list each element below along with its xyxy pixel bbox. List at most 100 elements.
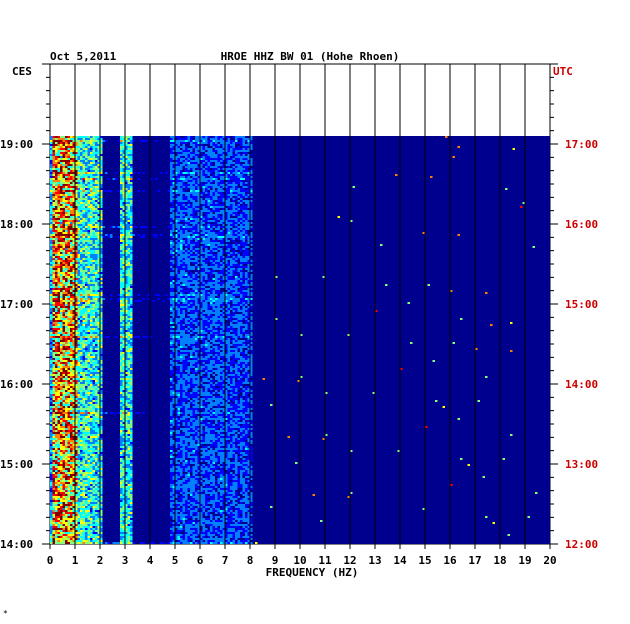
heatmap-cell xyxy=(87,248,90,250)
heatmap-cell xyxy=(230,270,233,272)
heatmap-cell xyxy=(230,214,233,216)
heatmap-cell xyxy=(75,254,78,256)
heatmap-cell xyxy=(100,216,103,218)
heatmap-cell xyxy=(177,196,180,198)
heatmap-cell xyxy=(242,222,245,224)
heatmap-cell xyxy=(170,180,173,182)
heatmap-cell xyxy=(80,142,83,144)
heatmap-cell xyxy=(197,180,200,182)
heatmap-cell xyxy=(182,290,185,292)
heatmap-cell xyxy=(62,148,65,150)
heatmap-cell xyxy=(72,278,75,280)
heatmap-cell xyxy=(120,288,123,290)
heatmap-cell xyxy=(212,308,215,310)
heatmap-cell xyxy=(192,244,195,246)
heatmap-cell xyxy=(190,304,193,306)
heatmap-cell xyxy=(80,214,83,216)
heatmap-cell xyxy=(247,154,250,156)
heatmap-cell xyxy=(55,214,58,216)
heatmap-cell xyxy=(215,140,218,142)
heatmap-cell xyxy=(85,194,88,196)
heatmap-cell xyxy=(225,136,228,138)
heatmap-cell xyxy=(182,208,185,210)
heatmap-cell xyxy=(170,232,173,234)
heatmap-cell xyxy=(180,200,183,202)
heatmap-cell xyxy=(215,274,218,276)
heatmap-cell xyxy=(167,226,170,228)
heatmap-cell xyxy=(192,246,195,248)
heatmap-cell xyxy=(177,168,180,170)
heatmap-cell xyxy=(242,256,245,258)
heatmap-cell xyxy=(182,158,185,160)
heatmap-cell xyxy=(52,308,55,310)
heatmap-cell xyxy=(245,212,248,214)
heatmap-cell xyxy=(225,236,228,238)
heatmap-cell xyxy=(170,202,173,204)
heatmap-cell xyxy=(77,192,80,194)
heatmap-cell xyxy=(215,150,218,152)
heatmap-cell xyxy=(52,254,55,256)
heatmap-cell xyxy=(55,156,58,158)
heatmap-cell xyxy=(197,216,200,218)
heatmap-cell xyxy=(170,178,173,180)
heatmap-cell xyxy=(237,282,240,284)
heatmap-cell xyxy=(55,152,58,154)
heatmap-cell xyxy=(97,250,100,252)
heatmap-cell xyxy=(95,274,98,276)
heatmap-cell xyxy=(80,288,83,290)
heatmap-cell xyxy=(70,146,73,148)
heatmap-cell xyxy=(72,188,75,190)
heatmap-cell xyxy=(97,302,100,304)
heatmap-cell xyxy=(92,300,95,302)
heatmap-cell xyxy=(212,150,215,152)
heatmap-cell xyxy=(177,278,180,280)
heatmap-cell xyxy=(75,164,78,166)
heatmap-cell xyxy=(220,186,223,188)
heatmap-cell xyxy=(182,302,185,304)
heatmap-cell xyxy=(50,270,53,272)
heatmap-cell xyxy=(75,248,78,250)
heatmap-cell xyxy=(95,152,98,154)
heatmap-cell xyxy=(217,308,220,310)
heatmap-cell xyxy=(200,148,203,150)
heatmap-cell xyxy=(85,164,88,166)
heatmap-cell xyxy=(247,278,250,280)
heatmap-cell xyxy=(242,252,245,254)
heatmap-cell xyxy=(247,290,250,292)
heatmap-cell xyxy=(245,168,248,170)
heatmap-cell xyxy=(232,274,235,276)
heatmap-cell xyxy=(205,186,208,188)
heatmap-cell xyxy=(127,174,130,176)
heatmap-cell xyxy=(175,296,178,298)
heatmap-cell xyxy=(95,212,98,214)
heatmap-cell xyxy=(72,298,75,300)
heatmap-cell xyxy=(67,226,70,228)
heatmap-cell xyxy=(185,188,188,190)
heatmap-cell xyxy=(167,190,170,192)
heatmap-cell xyxy=(67,256,70,258)
heatmap-cell xyxy=(75,220,78,222)
heatmap-cell xyxy=(180,146,183,148)
heatmap-cell xyxy=(60,176,63,178)
heatmap-cell xyxy=(130,282,133,284)
heatmap-cell xyxy=(125,242,128,244)
heatmap-cell xyxy=(230,226,233,228)
heatmap-cell xyxy=(177,282,180,284)
heatmap-cell xyxy=(52,174,55,176)
heatmap-cell xyxy=(122,190,125,192)
heatmap-cell xyxy=(250,280,253,282)
heatmap-cell xyxy=(85,160,88,162)
heatmap-cell xyxy=(207,160,210,162)
heatmap-cell xyxy=(235,158,238,160)
heatmap-cell xyxy=(57,148,60,150)
heatmap-cell xyxy=(237,172,240,174)
heatmap-cell xyxy=(90,278,93,280)
heatmap-cell xyxy=(225,286,228,288)
heatmap-cell xyxy=(60,164,63,166)
heatmap-cell xyxy=(120,188,123,190)
heatmap-cell xyxy=(200,172,203,174)
heatmap-cell xyxy=(395,174,398,176)
heatmap-cell xyxy=(120,144,123,146)
heatmap-cell xyxy=(237,138,240,140)
heatmap-cell xyxy=(130,234,133,236)
